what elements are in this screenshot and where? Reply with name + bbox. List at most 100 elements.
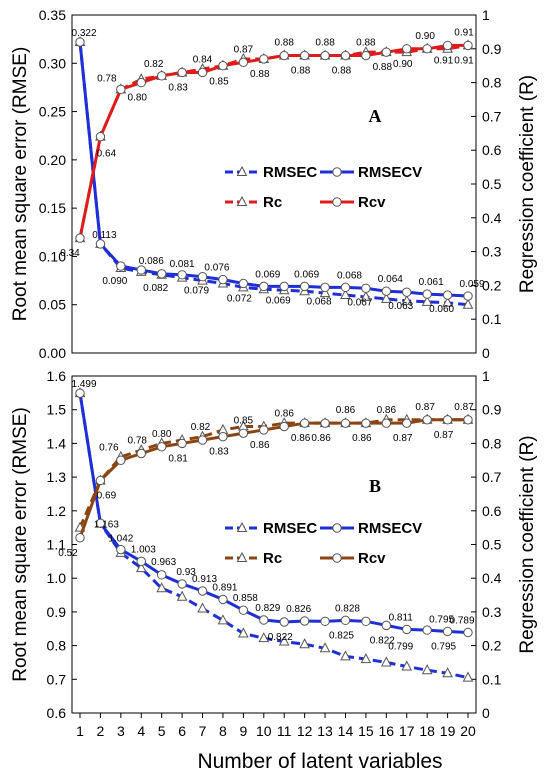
y-tick-label: 0.25 <box>39 104 66 120</box>
y-axis-title: Root mean square error (RMSE) <box>10 407 31 682</box>
y-tick-label: 1.6 <box>47 368 67 384</box>
data-label: 0.799 <box>388 641 413 652</box>
point-rmsec <box>299 638 310 649</box>
data-label: 0.061 <box>419 277 444 288</box>
x-tick-label: 7 <box>199 723 207 739</box>
data-label: 0.86 <box>377 405 397 416</box>
point-rmsecv <box>299 281 310 292</box>
x-tick-label: 11 <box>277 723 292 739</box>
y2-tick-label: 0.5 <box>482 176 502 192</box>
point-rmsecv <box>136 265 146 275</box>
y-tick-label: 0.30 <box>39 55 66 71</box>
y2-tick-label: 0.2 <box>482 638 502 654</box>
point-rmsec <box>319 287 331 298</box>
data-label: 0.079 <box>184 286 209 297</box>
y2-tick-label: 0.4 <box>482 570 502 586</box>
y-tick-label: 0.35 <box>39 7 66 23</box>
legend-marker <box>332 553 342 563</box>
point-rcv <box>116 84 126 95</box>
data-label: 0.80 <box>152 429 172 440</box>
point-rmsec <box>278 635 290 646</box>
y2-tick-label: 0.6 <box>482 142 502 158</box>
data-label: 0.91 <box>454 55 474 66</box>
series-line-rc <box>78 418 468 529</box>
data-label: 0.90 <box>415 31 435 42</box>
point-rmsecv <box>238 605 249 615</box>
point-rmsecv <box>422 625 432 635</box>
point-rmsecv <box>442 626 453 637</box>
data-label: 0.78 <box>97 73 117 84</box>
point-rmsecv <box>259 615 269 625</box>
x-tick-label: 10 <box>256 723 272 739</box>
point-rmsecv <box>320 616 330 627</box>
data-label: 0.88 <box>250 69 270 80</box>
point-rcv <box>177 438 187 449</box>
point-rmsec <box>380 292 392 303</box>
point-rmsecv <box>340 282 351 293</box>
x-tick-label: 5 <box>158 723 166 739</box>
data-label: 0.87 <box>234 44 254 55</box>
point-rcv <box>75 533 85 543</box>
point-rmsecv <box>95 239 106 249</box>
data-label: 0.086 <box>139 256 164 267</box>
data-label: 0.86 <box>291 433 311 444</box>
data-label: 0.113 <box>92 230 117 241</box>
point-rcv <box>361 418 371 428</box>
panel-letter: B <box>369 476 381 496</box>
point-rmsecv <box>279 281 289 292</box>
legend-marker <box>236 521 248 532</box>
y2-tick-label: 0.2 <box>482 277 502 293</box>
point-rmsec <box>380 656 392 667</box>
y2-tick-label: 0.9 <box>482 41 502 57</box>
point-rcv <box>422 44 432 54</box>
data-label: 0.91 <box>434 55 454 66</box>
point-rmsec <box>360 653 372 664</box>
legend-label: Rc <box>263 194 282 211</box>
data-label: 0.87 <box>454 402 474 413</box>
data-label: 0.91 <box>454 27 474 38</box>
point-rmsecv <box>218 594 228 605</box>
data-label: 0.88 <box>373 62 393 73</box>
x-tick-label: 20 <box>460 723 476 739</box>
data-label: 0.068 <box>307 296 332 307</box>
data-label: 0.81 <box>168 453 188 464</box>
point-rmsec <box>340 650 351 661</box>
data-label: 0.86 <box>274 409 294 420</box>
y2-tick-label: 0.3 <box>482 244 502 260</box>
point-rmsecv <box>381 286 392 296</box>
point-rmsecv <box>463 291 473 301</box>
y2-axis-title: Regression coefficient (R) <box>517 435 538 653</box>
legend-label: Rcv <box>358 550 386 567</box>
point-rmsecv <box>238 278 249 289</box>
point-rmsecv <box>75 388 85 398</box>
point-rmsec <box>135 562 147 573</box>
point-rcv <box>136 448 146 459</box>
legend: RMSEC RMSECV Rc Rcv <box>225 520 422 567</box>
point-rmsecv <box>259 281 269 292</box>
point-rmsecv <box>381 620 392 631</box>
panel-letter: A <box>369 106 382 126</box>
data-label: 1.003 <box>131 544 156 555</box>
data-label: 0.85 <box>234 415 254 426</box>
point-rcv <box>402 418 412 428</box>
data-label: 0.076 <box>204 263 229 274</box>
point-rcv <box>156 442 167 452</box>
point-rmsecv <box>197 272 208 282</box>
data-label: 0.88 <box>332 66 352 77</box>
x-tick-label: 19 <box>440 723 456 739</box>
x-tick-label: 3 <box>117 723 125 739</box>
point-rmsecv <box>156 570 167 580</box>
data-label: 0.86 <box>250 440 270 451</box>
data-label: 0.78 <box>128 436 148 447</box>
data-label: 0.88 <box>315 38 335 49</box>
x-tick-label: 18 <box>419 723 435 739</box>
y-tick-label: 0.6 <box>47 705 67 721</box>
data-label: 0.86 <box>336 405 356 416</box>
y-tick-label: 0.9 <box>47 604 67 620</box>
point-rmsecv <box>136 556 146 567</box>
legend-marker <box>332 523 342 533</box>
legend-marker <box>236 165 248 176</box>
point-rcv <box>218 60 228 71</box>
y2-tick-label: 0 <box>482 345 490 361</box>
point-rcv <box>197 67 208 78</box>
